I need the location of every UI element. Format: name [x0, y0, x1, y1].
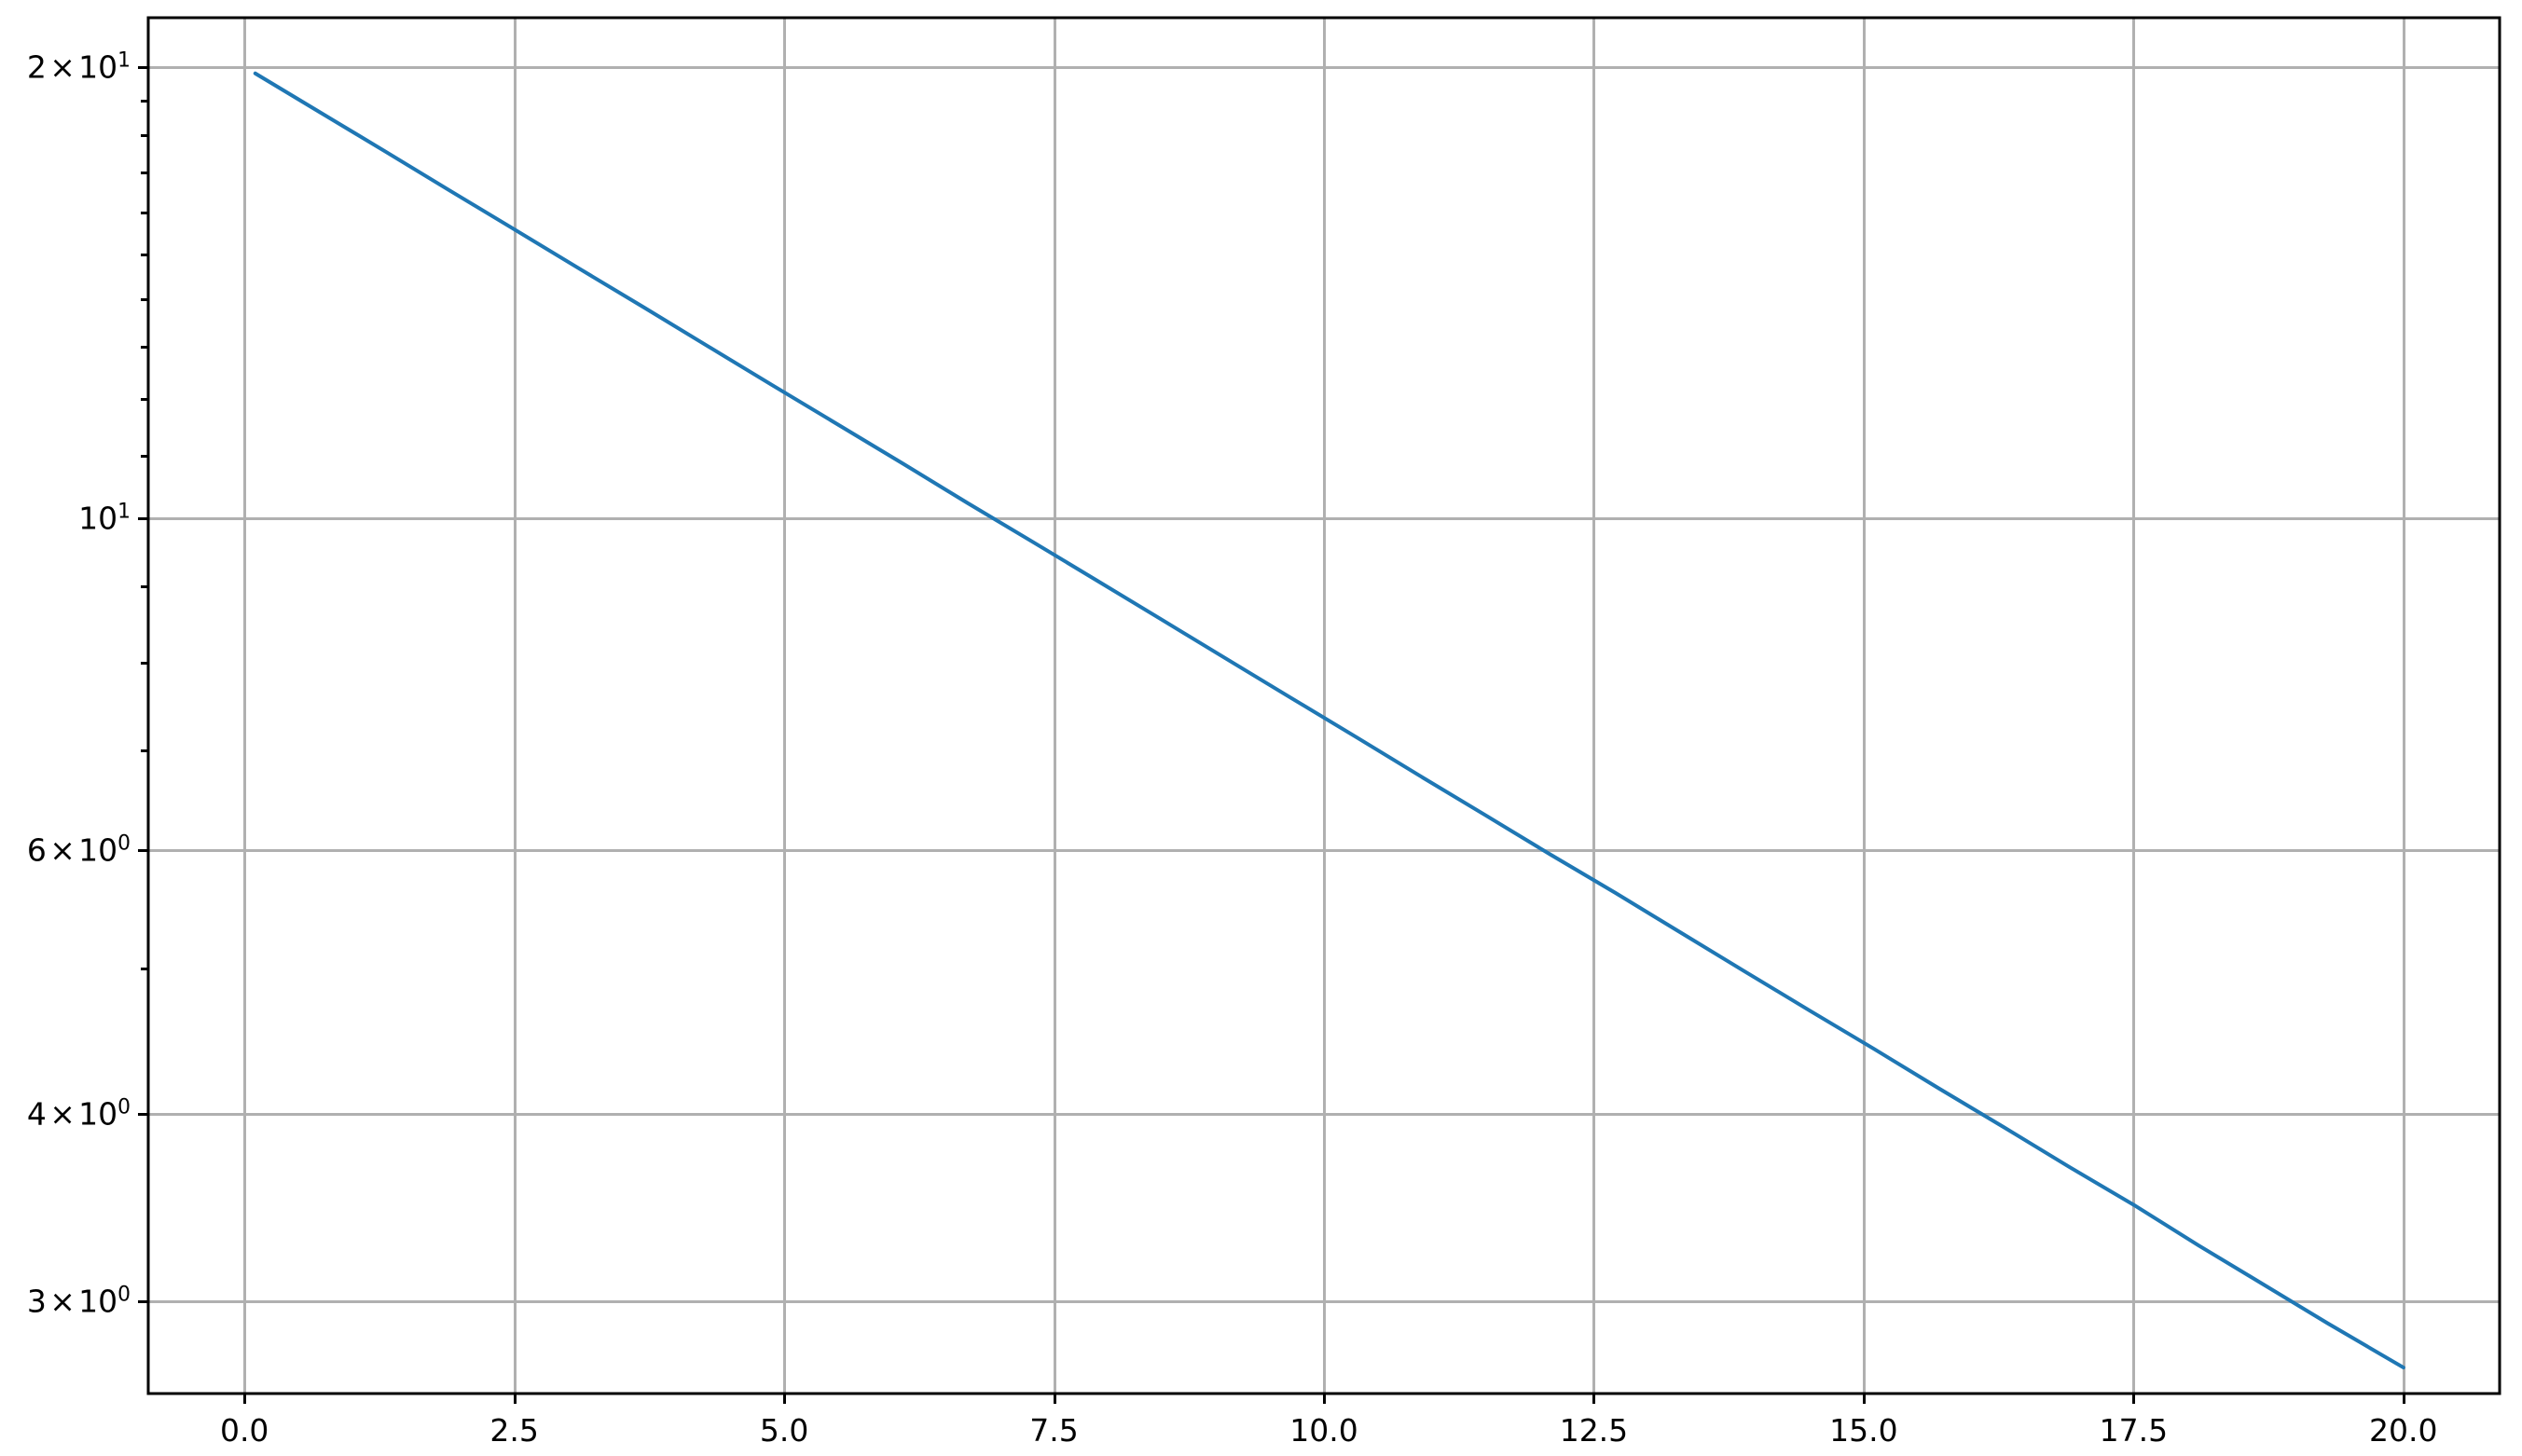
axes-spines — [146, 16, 2501, 1395]
x-tick-label: 10.0 — [1289, 1412, 1358, 1449]
y-tick-label: 2×101 — [26, 48, 131, 86]
y-tick-label: 4×100 — [26, 1095, 131, 1133]
x-tick-label: 5.0 — [759, 1412, 809, 1449]
x-tick-label: 15.0 — [1829, 1412, 1898, 1449]
x-tick-label: 20.0 — [2369, 1412, 2438, 1449]
y-tick-label: 6×100 — [26, 831, 131, 869]
x-tick-label: 12.5 — [1559, 1412, 1629, 1449]
x-tick-label: 0.0 — [219, 1412, 269, 1449]
x-tick-label: 17.5 — [2099, 1412, 2169, 1449]
line-series-0 — [253, 71, 2405, 1370]
grid-lines — [147, 17, 2501, 1394]
axes-frame — [146, 16, 2501, 1395]
data-series — [253, 71, 2405, 1370]
y-tick-label: 101 — [78, 500, 131, 537]
y-tick-label: 3×100 — [26, 1283, 131, 1320]
x-tick-label: 7.5 — [1029, 1412, 1079, 1449]
tick-marks — [138, 66, 2405, 1404]
x-tick-label: 2.5 — [489, 1412, 539, 1449]
